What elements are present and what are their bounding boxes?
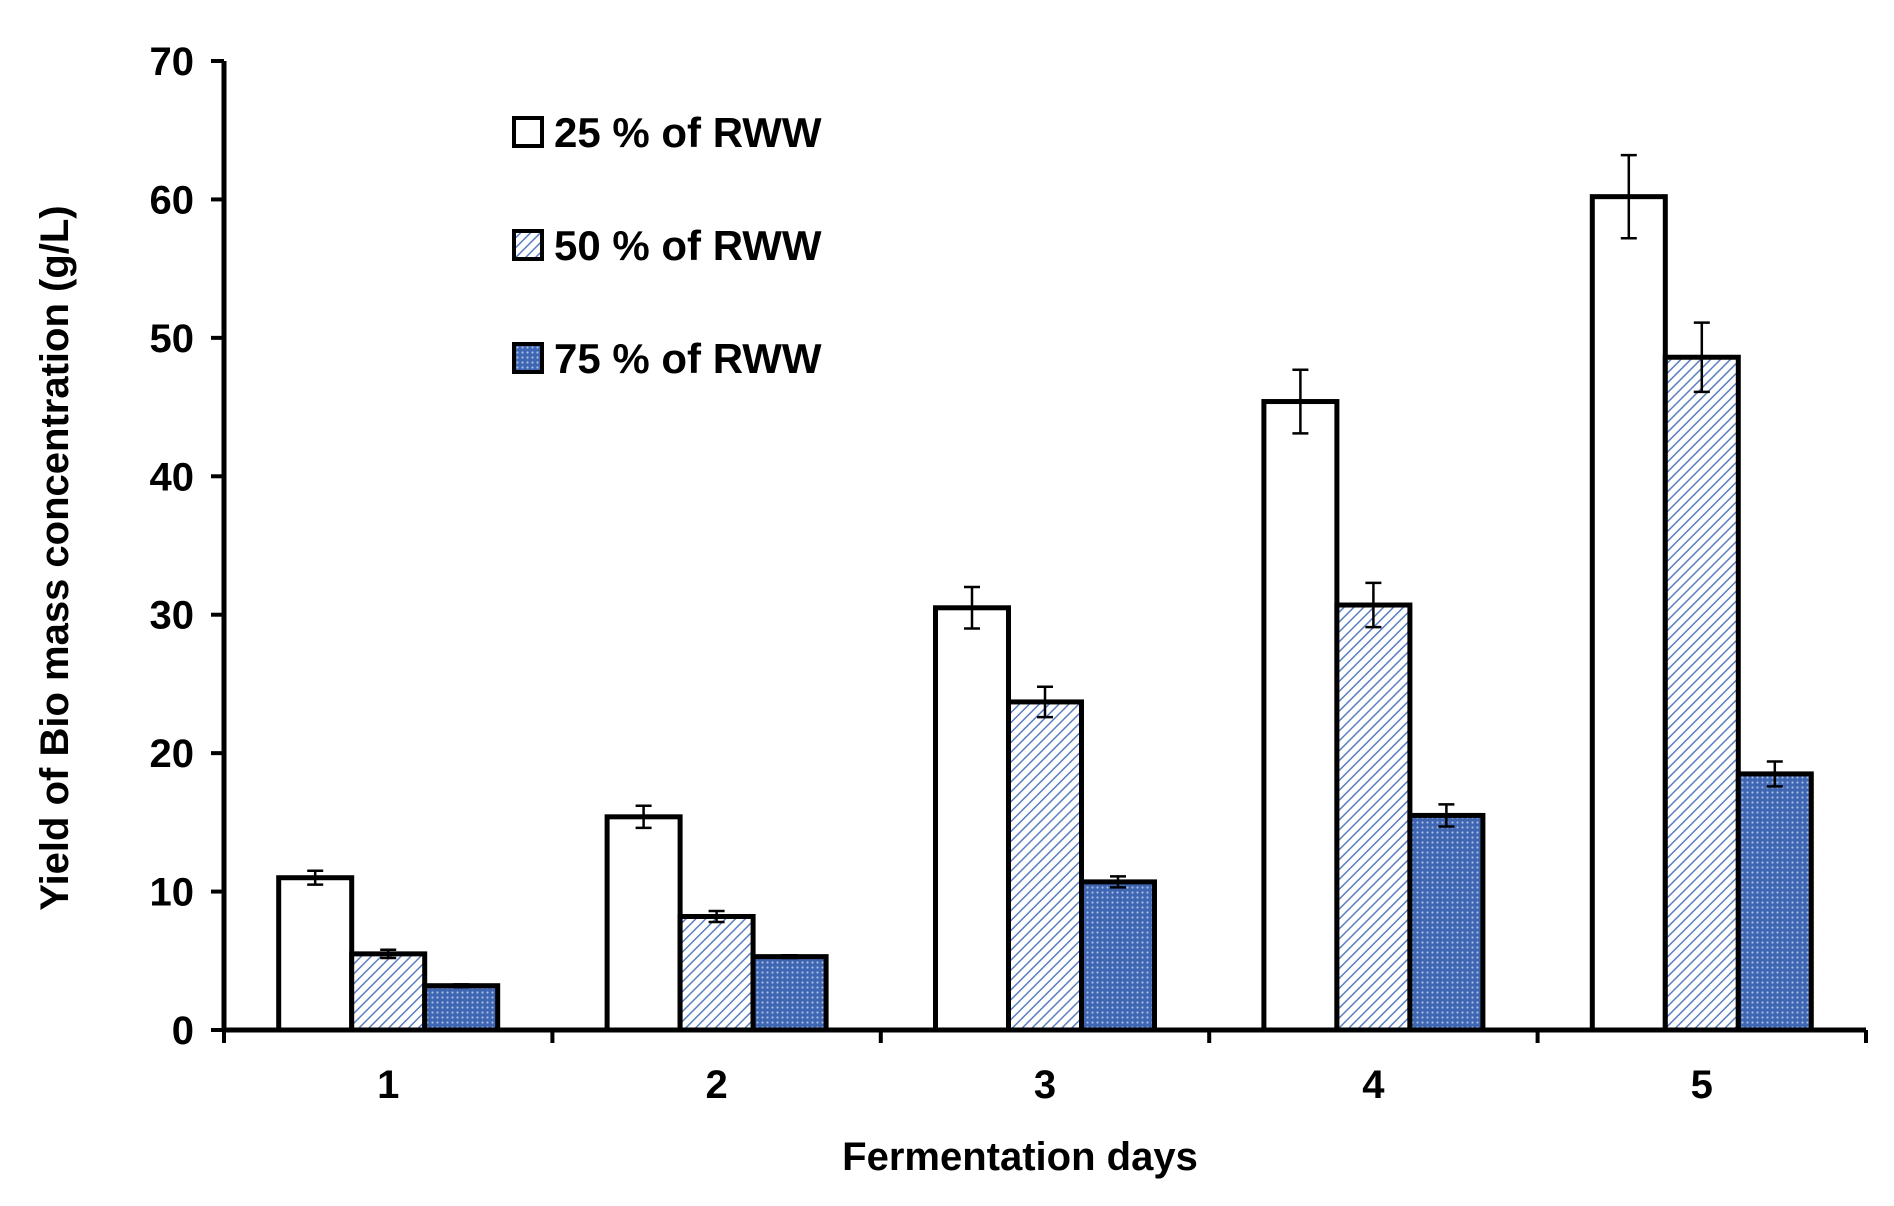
x-tick-label-4: 4 — [1362, 1063, 1385, 1107]
y-tick-label-70: 70 — [150, 40, 195, 84]
bar-3-day-2 — [750, 954, 829, 1033]
bar-2-day-3 — [1006, 699, 1084, 1033]
legend: 25 % of RWW 50 % of RWW 75 % of RWW — [512, 109, 822, 382]
error-bar-1-day-4 — [1292, 368, 1309, 435]
error-bar-2-day-3 — [1037, 685, 1053, 719]
bar-1-day-5 — [1589, 194, 1668, 1033]
bar-3-day-3 — [1079, 879, 1157, 1033]
x-tick-label-1: 1 — [377, 1063, 399, 1107]
y-tick-label-60: 60 — [150, 178, 195, 222]
bar-1-day-2 — [604, 814, 683, 1033]
bar-1-day-1 — [276, 875, 355, 1033]
error-bar-2-day-2 — [708, 909, 725, 924]
labels-layer: 0 10 20 30 40 50 60 70 1 2 3 4 5 — [150, 40, 1713, 1107]
x-axis-title: Fermentation days — [842, 1135, 1198, 1179]
bar-2-day-5 — [1662, 354, 1741, 1033]
error-bar-1-day-3 — [964, 585, 980, 630]
x-tick-label-5: 5 — [1691, 1063, 1713, 1107]
x-tick-label-2: 2 — [705, 1063, 727, 1107]
legend-swatch-2 — [512, 229, 544, 261]
bar-2-day-1 — [349, 951, 428, 1033]
bars-layer — [276, 153, 1814, 1033]
bar-3-day-4 — [1407, 812, 1486, 1033]
error-bar-1-day-5 — [1620, 153, 1637, 240]
legend-label-3: 75 % of RWW — [554, 335, 822, 382]
y-tick-label-10: 10 — [150, 871, 195, 915]
error-bar-3-day-2 — [781, 953, 798, 960]
error-bar-3-day-5 — [1766, 760, 1783, 788]
legend-swatch-1 — [512, 116, 544, 148]
error-bar-2-day-4 — [1365, 581, 1382, 629]
y-tick-label-30: 30 — [150, 594, 195, 638]
bar-2-day-2 — [677, 913, 756, 1033]
y-tick-label-50: 50 — [150, 317, 195, 361]
bar-3-day-1 — [422, 983, 501, 1033]
bar-1-day-3 — [933, 605, 1011, 1033]
bar-2-day-4 — [1334, 602, 1413, 1033]
error-bar-1-day-2 — [635, 804, 652, 830]
bar-1-day-4 — [1261, 399, 1340, 1033]
axes-layer — [211, 59, 1868, 1043]
error-bar-2-day-1 — [380, 948, 397, 960]
error-bar-2-day-5 — [1693, 321, 1710, 394]
error-bar-3-day-3 — [1110, 875, 1126, 889]
x-tick-label-3: 3 — [1034, 1063, 1056, 1107]
error-bar-1-day-1 — [307, 869, 324, 886]
bar-3-day-5 — [1735, 771, 1814, 1033]
y-tick-label-40: 40 — [150, 455, 195, 499]
y-tick-label-20: 20 — [150, 732, 195, 776]
legend-swatch-3 — [512, 342, 544, 374]
error-bar-3-day-1 — [453, 983, 470, 989]
legend-label-1: 25 % of RWW — [554, 109, 822, 156]
legend-label-2: 50 % of RWW — [554, 222, 822, 269]
y-tick-label-0: 0 — [172, 1009, 194, 1053]
error-bar-3-day-4 — [1438, 803, 1455, 828]
y-axis-title: Yield of Bio mass concentration (g/L) — [33, 205, 77, 910]
